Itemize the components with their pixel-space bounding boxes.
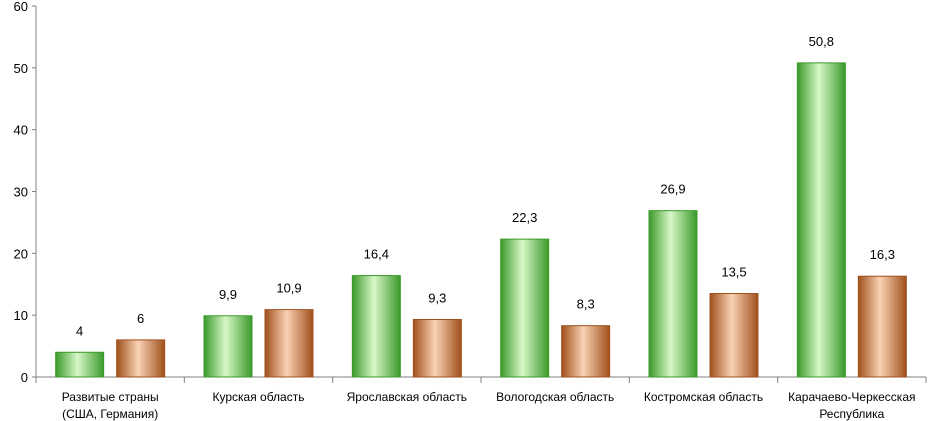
data-label: 16,4 (364, 247, 389, 262)
bar (796, 62, 846, 378)
category-label: (США, Германия) (62, 407, 158, 421)
category-label: Вологодская область (496, 390, 614, 404)
category-label: Развитые страны (62, 390, 159, 404)
category-labels: Развитые страны (США, Германия) Курская об… (62, 390, 916, 421)
bar (857, 275, 907, 378)
y-tick-label: 10 (14, 308, 28, 323)
y-tick-label: 20 (14, 246, 28, 261)
category-label: Ярославская область (347, 390, 467, 404)
data-label: 6 (137, 311, 144, 326)
bar (500, 238, 550, 378)
data-label: 9,3 (428, 290, 446, 305)
y-tick-label: 30 (14, 185, 28, 200)
bars (55, 62, 907, 378)
data-labels: 4 6 9,9 10,9 16,4 9,3 22,3 8,3 26,9 13,5 50,8 16,3 (76, 34, 895, 338)
data-label: 10,9 (276, 281, 301, 296)
category-label: Республика (819, 407, 884, 421)
bar (709, 293, 759, 378)
y-tick-label: 60 (14, 0, 28, 14)
data-label: 8,3 (577, 297, 595, 312)
bar (116, 339, 166, 378)
bar (203, 315, 253, 378)
data-label: 50,8 (809, 34, 834, 49)
data-label: 4 (76, 323, 83, 338)
bar (351, 275, 401, 378)
data-label: 9,9 (219, 287, 237, 302)
bar (264, 309, 314, 378)
bar (561, 325, 611, 378)
y-tick-label: 0 (21, 370, 28, 385)
data-label: 22,3 (512, 210, 537, 225)
y-tick-label: 40 (14, 123, 28, 138)
axes: 0 10 20 30 40 50 60 (14, 0, 927, 385)
bar (412, 318, 462, 378)
y-tick-label: 50 (14, 61, 28, 76)
bar (648, 210, 698, 378)
category-label: Карачаево-Черкесская (788, 390, 915, 404)
data-label: 16,3 (870, 247, 895, 262)
bar (55, 351, 105, 378)
data-label: 26,9 (660, 182, 685, 197)
category-label: Курская область (213, 390, 305, 404)
category-label: Костромская область (644, 390, 763, 404)
data-label: 13,5 (721, 265, 746, 280)
